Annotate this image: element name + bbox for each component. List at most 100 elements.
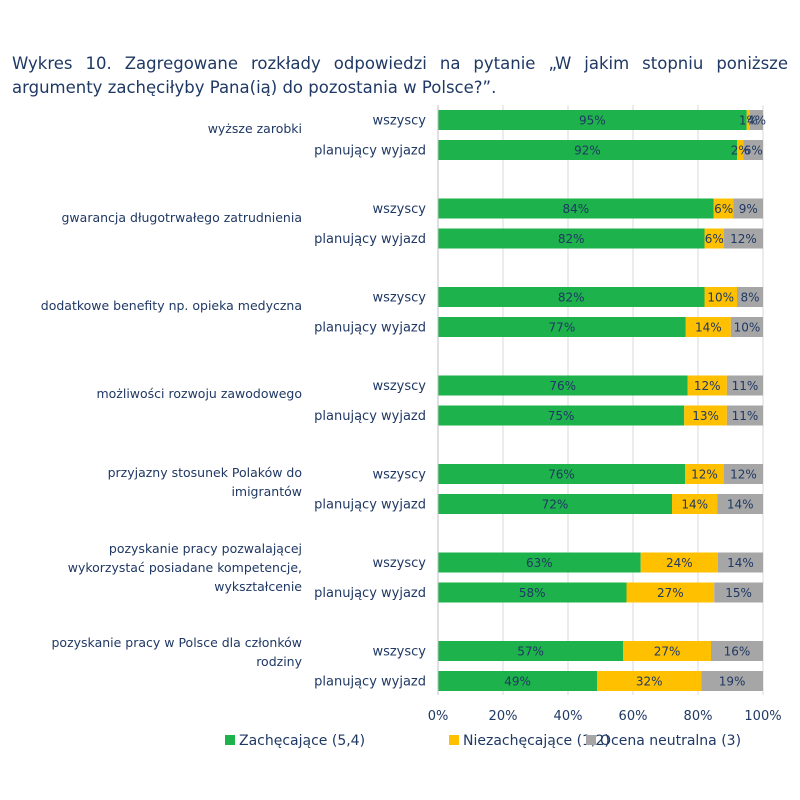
bar-segment: [438, 671, 598, 691]
category-label: rodziny: [256, 654, 302, 669]
category-label: pozyskanie pracy pozwalającej: [109, 541, 302, 556]
data-label: 12%: [730, 468, 757, 482]
data-label: 82%: [558, 232, 585, 246]
bars-layer: [438, 110, 763, 691]
group-label: planujący wyjazd: [314, 498, 426, 513]
bar-segment: [438, 405, 685, 426]
bar-segment: [726, 405, 763, 426]
bar-segment: [438, 641, 624, 661]
bar-segment: [438, 464, 685, 484]
data-label: 14%: [727, 556, 754, 570]
data-label: 95%: [579, 114, 606, 128]
grid-layer: [437, 105, 764, 695]
x-tick-label: 0%: [428, 709, 449, 724]
data-label: 10%: [734, 321, 761, 335]
legend-label: Niezachęcające (1,2): [463, 733, 610, 749]
data-label: 14%: [681, 498, 708, 512]
data-label: 12%: [691, 468, 718, 482]
group-label: planujący wyjazd: [314, 675, 426, 690]
legend-swatch: [586, 735, 596, 745]
x-tick-label: 60%: [619, 709, 648, 724]
group-label: planujący wyjazd: [314, 321, 426, 336]
data-label: 77%: [549, 321, 576, 335]
category-label: gwarancja długotrwałego zatrudnienia: [62, 210, 303, 225]
chart-title: Wykres 10. Zagregowane rozkłady odpowied…: [12, 54, 788, 97]
data-label: 76%: [548, 468, 575, 482]
data-label: 9%: [739, 202, 758, 216]
category-label: przyjazny stosunek Polaków do: [108, 465, 302, 480]
bar-segment: [730, 317, 763, 337]
category-label: pozyskanie pracy w Polsce dla członków: [52, 635, 303, 650]
data-label: 6%: [705, 232, 724, 246]
data-label: 58%: [519, 586, 546, 600]
category-label: wyższe zarobki: [208, 121, 302, 136]
bar-segment: [438, 494, 672, 514]
bar-segment: [685, 464, 724, 484]
bar-segment: [672, 494, 718, 514]
bar-segment: [438, 110, 747, 130]
data-label: 10%: [707, 291, 734, 305]
bar-segment: [685, 317, 731, 337]
bar-segment: [714, 582, 763, 603]
bar-segment: [711, 641, 763, 661]
bar-segment: [438, 287, 705, 307]
data-label: 19%: [719, 675, 746, 689]
data-label: 1%: [739, 114, 758, 128]
bar-segment: [717, 552, 763, 573]
bar-segment: [743, 140, 763, 160]
data-label: 15%: [725, 586, 752, 600]
bar-segment: [704, 287, 737, 307]
bar-segment: [717, 494, 763, 514]
group-label: wszyscy: [372, 114, 426, 129]
data-label: 12%: [694, 379, 721, 393]
data-label: 76%: [549, 379, 576, 393]
bar-segment: [640, 552, 718, 573]
bar-segment: [623, 641, 711, 661]
bar-segment: [733, 198, 763, 219]
data-label: 14%: [695, 321, 722, 335]
category-label: imigrantów: [231, 484, 302, 499]
data-label: 27%: [654, 645, 681, 659]
legend-swatch: [225, 735, 235, 745]
group-label: wszyscy: [372, 379, 426, 394]
data-label: 16%: [724, 645, 751, 659]
bar-segment: [438, 317, 686, 337]
group-label: planujący wyjazd: [314, 232, 426, 247]
data-label: 11%: [732, 409, 759, 423]
data-label: 57%: [517, 645, 544, 659]
data-label: 82%: [558, 291, 585, 305]
data-label: 24%: [666, 556, 693, 570]
bar-segment: [438, 228, 705, 249]
data-label: 12%: [730, 232, 757, 246]
bar-segment: [724, 464, 763, 484]
category-label: wykształcenie: [214, 579, 302, 594]
bar-segment: [438, 198, 714, 219]
bar-segment: [737, 287, 763, 307]
bar-segment: [438, 375, 688, 396]
bar-segment: [750, 110, 763, 130]
data-label: 14%: [727, 498, 754, 512]
x-tick-label: 100%: [744, 709, 781, 724]
data-label: 32%: [636, 675, 663, 689]
data-label: 84%: [563, 202, 590, 216]
data-label: 75%: [548, 409, 575, 423]
group-label: planujący wyjazd: [314, 144, 426, 159]
data-label: 49%: [504, 675, 531, 689]
x-axis: 0% 20% 40% 60% 80% 100%: [428, 105, 782, 724]
data-label: 72%: [542, 498, 569, 512]
group-label: wszyscy: [372, 468, 426, 483]
labels-layer: wyższe zarobki wszyscy 95% 1%4% planujący wy…: [41, 114, 766, 690]
x-tick-label: 20%: [489, 709, 518, 724]
bar-segment: [438, 552, 641, 573]
data-label: 27%: [657, 586, 684, 600]
data-label: 6%: [714, 202, 733, 216]
bar-segment: [724, 228, 763, 249]
data-label: 8%: [740, 291, 759, 305]
data-label: 13%: [692, 409, 719, 423]
category-label: dodatkowe benefity np. opieka medyczna: [41, 298, 302, 313]
group-label: wszyscy: [372, 202, 426, 217]
bar-segment: [438, 582, 627, 603]
bar-segment: [701, 671, 763, 691]
x-tick-label: 80%: [684, 709, 713, 724]
bar-segment: [684, 405, 727, 426]
